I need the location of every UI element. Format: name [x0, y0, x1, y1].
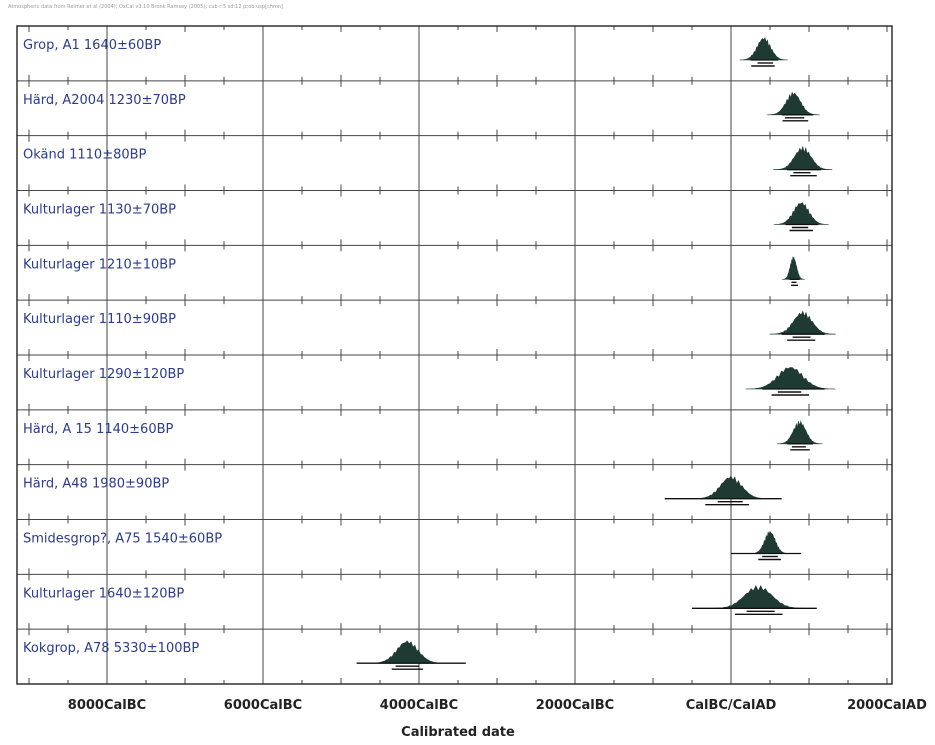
date-row — [745, 367, 836, 396]
rows-layer — [356, 37, 836, 670]
row-label: Kulturlager 1640±120BP — [23, 586, 184, 601]
probability-distribution — [766, 91, 821, 116]
probability-distribution — [745, 367, 836, 390]
row-label: Härd, A2004 1230±70BP — [23, 93, 186, 108]
date-row — [664, 475, 782, 506]
probability-distribution — [692, 475, 770, 499]
row-label: Okänd 1110±80BP — [23, 148, 147, 163]
probability-distribution — [709, 584, 808, 609]
date-row — [692, 584, 817, 616]
row-label: Smidesgrop?, A75 1540±60BP — [23, 532, 222, 547]
row-label: Kulturlager 1290±120BP — [23, 367, 184, 382]
date-row — [356, 640, 466, 670]
x-tick-label: 6000CalBC — [224, 698, 302, 713]
calibration-source-note: Atmospheric data from Reimer et al (2004… — [8, 4, 284, 10]
x-tick-label: 2000CalBC — [536, 698, 614, 713]
axis-layer: 8000CalBC 6000CalBC 4000CalBC 2000CalBC CalB… — [68, 698, 927, 713]
probability-distribution — [368, 640, 446, 664]
row-label: Kulturlager 1130±70BP — [23, 203, 176, 218]
row-label: Kulturlager 1210±10BP — [23, 257, 176, 272]
date-row — [739, 37, 788, 67]
probability-distribution — [782, 256, 805, 280]
date-row — [773, 202, 829, 232]
row-label: Härd, A 15 1140±60BP — [23, 422, 174, 437]
date-row — [773, 145, 833, 177]
row-label: Kulturlager 1110±90BP — [23, 312, 176, 327]
date-row — [769, 310, 836, 341]
probability-distribution — [769, 310, 836, 335]
probability-distribution — [776, 420, 823, 445]
x-axis-title: Calibrated date — [401, 725, 515, 740]
x-tick-label: 2000CalAD — [847, 698, 927, 713]
date-row — [731, 530, 802, 561]
row-label: Kokgrop, A78 5330±100BP — [23, 641, 199, 656]
labels-layer: Grop, A1 1640±60BP Härd, A2004 1230±70BP O… — [23, 38, 222, 656]
row-label: Grop, A1 1640±60BP — [23, 38, 161, 53]
grid-layer — [17, 26, 892, 684]
probability-distribution — [773, 145, 833, 170]
x-tick-label: 4000CalBC — [380, 698, 458, 713]
date-row — [782, 256, 805, 287]
x-tick-label: CalBC/CalAD — [686, 698, 777, 713]
date-row — [766, 91, 821, 122]
probability-distribution — [739, 37, 788, 61]
row-label: Härd, A48 1980±90BP — [23, 477, 169, 492]
probability-distribution — [773, 202, 829, 225]
frame-layer — [16, 25, 893, 685]
x-tick-label: 8000CalBC — [68, 698, 146, 713]
plot-frame — [16, 25, 893, 685]
probability-distribution — [751, 530, 789, 554]
date-row — [776, 420, 823, 451]
